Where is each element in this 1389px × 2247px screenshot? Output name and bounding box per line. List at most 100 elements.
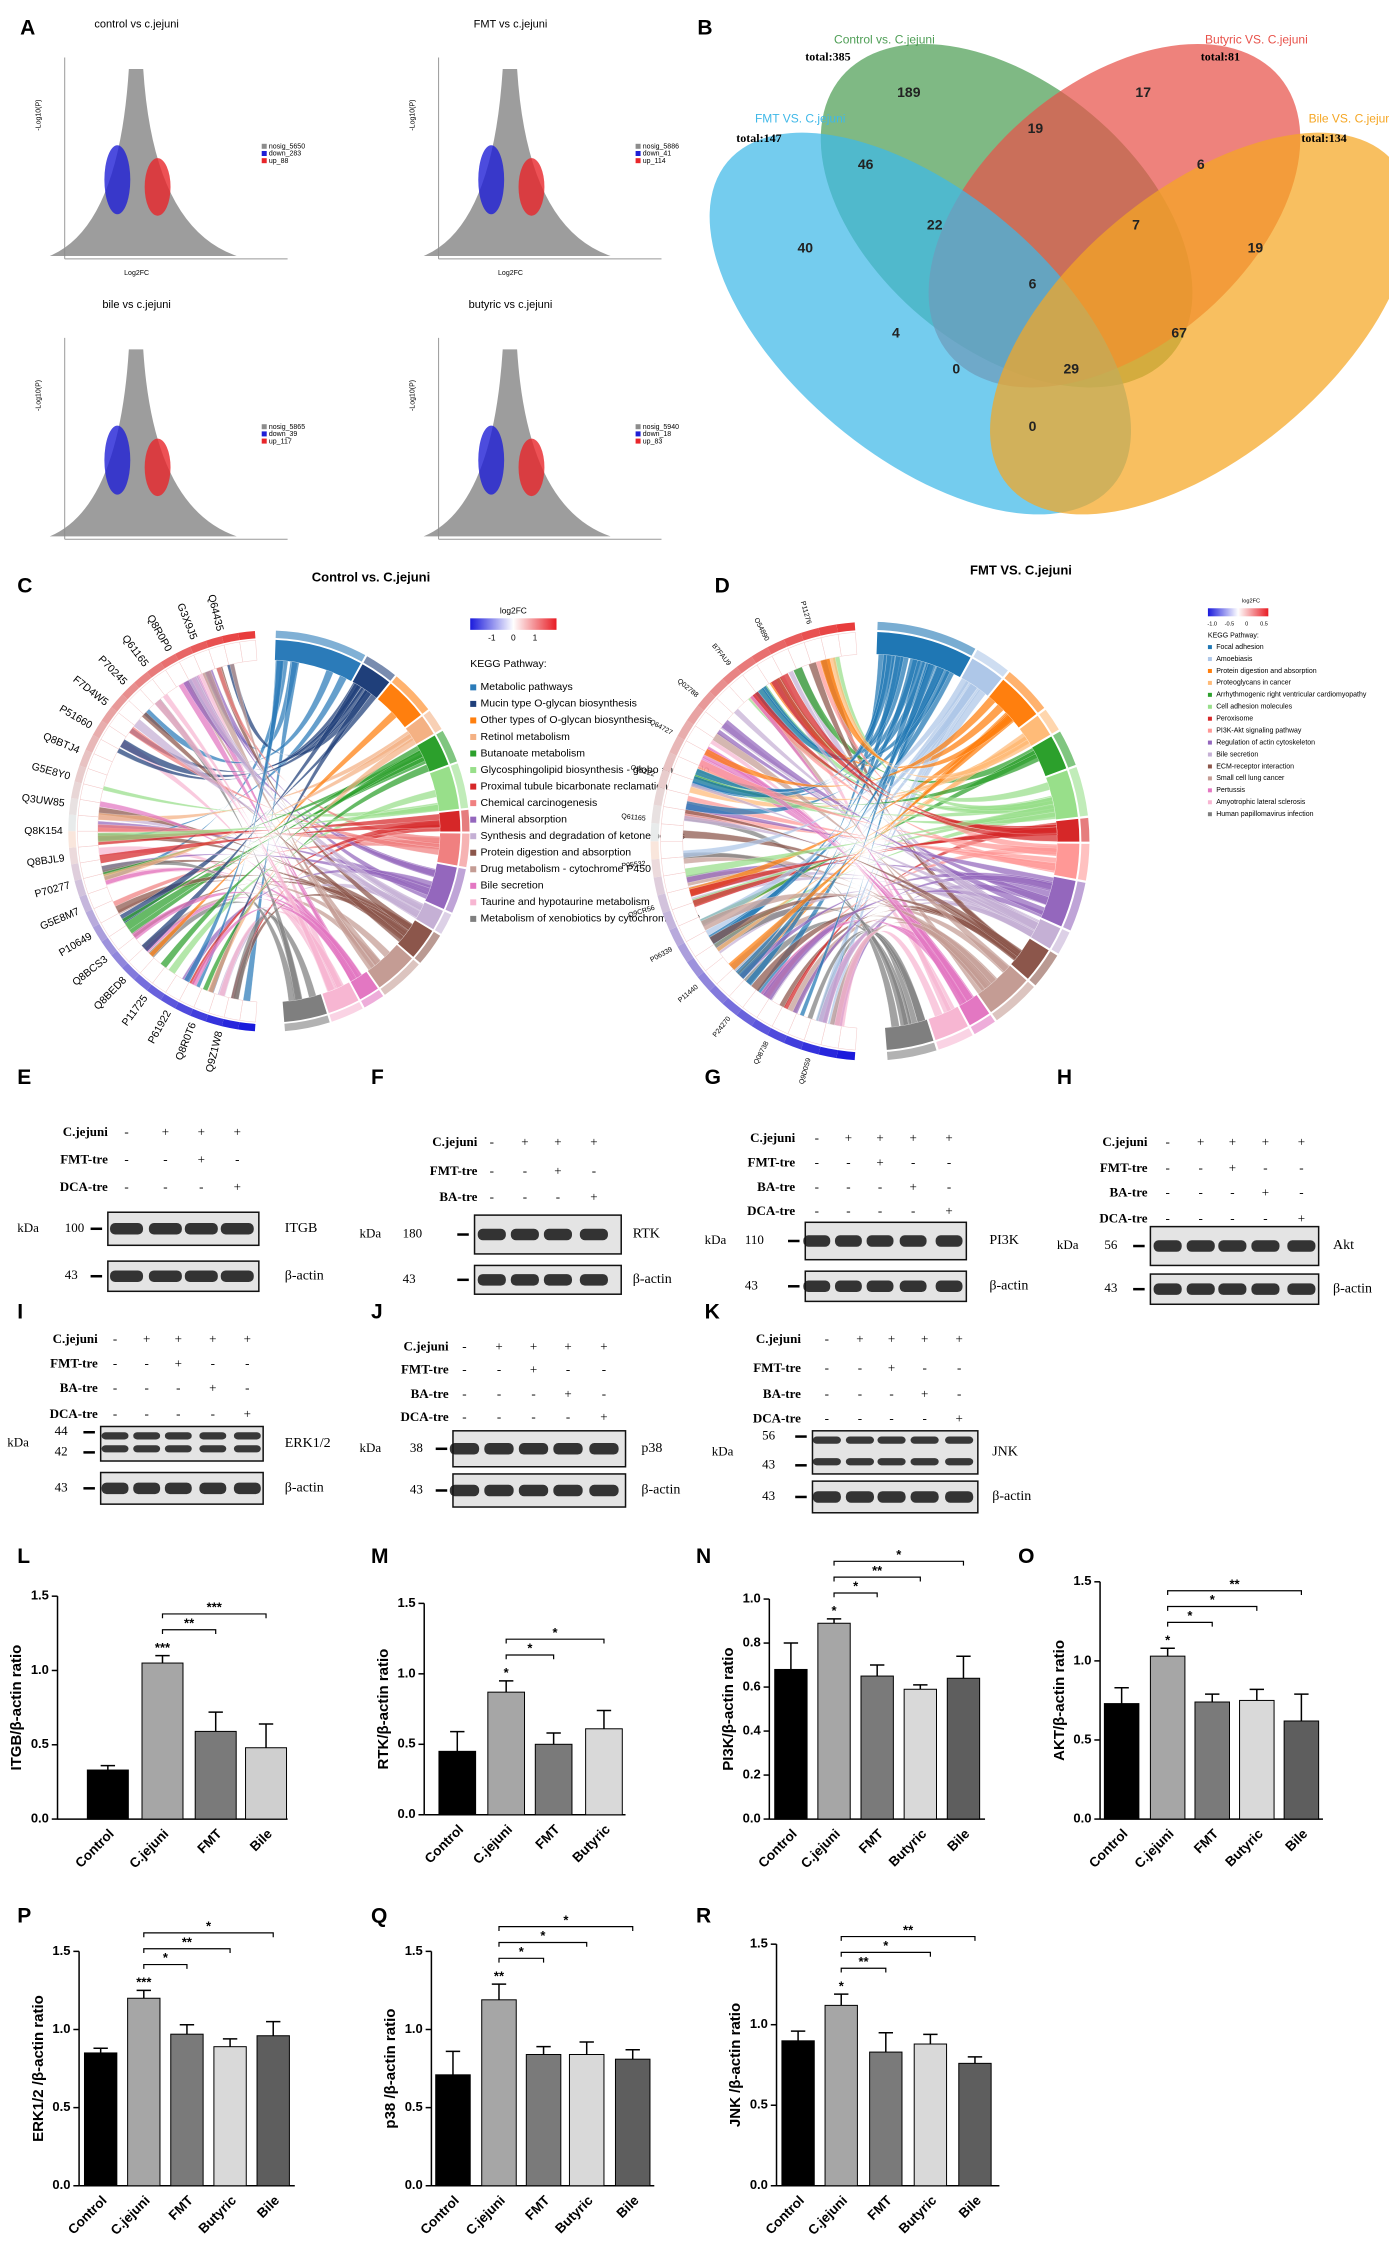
legend-label: Bile secretion <box>1216 751 1258 758</box>
legend-label: Protein digestion and absorption <box>1216 668 1317 675</box>
error-bar <box>136 1989 151 1999</box>
legend-label: ECM-receptor interaction <box>1216 763 1294 770</box>
error-bar <box>546 1732 561 1745</box>
y-tick-label: 1.5 <box>398 1595 416 1610</box>
protein-arc <box>662 910 677 931</box>
blot-band <box>101 1432 129 1440</box>
error-bar <box>1249 1688 1264 1701</box>
blot-sign: - <box>462 1409 466 1424</box>
comparison-label: ** <box>182 1934 193 1949</box>
blot-sign: - <box>1165 1160 1169 1175</box>
blot-frame <box>99 1425 264 1462</box>
protein-arc <box>657 769 671 789</box>
error-bar <box>1160 1647 1175 1657</box>
x-tick-label: FMT <box>856 1826 887 1857</box>
protein-label: Q8R0P0 <box>144 613 174 654</box>
protein-arc <box>651 858 662 878</box>
pathway-arc-outer <box>970 1015 995 1035</box>
chord-ribbon <box>697 759 1058 857</box>
blot-band <box>1186 1283 1215 1295</box>
y-axis-label: JNK /β-actin ratio <box>727 2003 744 2127</box>
protein-arc <box>92 923 108 942</box>
blot-band <box>233 1482 261 1495</box>
protein-label: P70277 <box>33 879 71 900</box>
legend-swatch <box>470 800 477 807</box>
venn-count: 6 <box>1197 156 1205 172</box>
pathway-arc-outer <box>450 763 469 809</box>
protein-label: P05532 <box>621 861 646 870</box>
blot-sign: - <box>1230 1210 1234 1225</box>
pathway-arc-outer <box>886 1042 937 1060</box>
legend-swatch <box>1207 716 1212 721</box>
error-bar <box>834 1993 849 2006</box>
y-axis-label: -Log10(P) <box>410 99 417 130</box>
pathway-arc <box>377 683 421 728</box>
chord-ribbon <box>770 677 1058 842</box>
y-axis-label: p38 /β-actin ratio <box>382 2009 399 2129</box>
blot-sign: - <box>1165 1185 1169 1200</box>
blot-sign: - <box>145 1380 149 1395</box>
blot-sign: - <box>531 1409 535 1424</box>
legend-label: up_114 <box>643 158 666 165</box>
legend-label: Metabolic pathways <box>481 681 573 693</box>
pathway-arc-outer <box>1077 843 1090 881</box>
colorbar-label: -1.0 <box>1207 622 1217 628</box>
legend-swatch <box>1207 800 1212 805</box>
protein-label: P11725 <box>120 993 151 1029</box>
kda-label: kDa <box>712 1443 734 1458</box>
chord-ribbon <box>242 661 300 1002</box>
chord-ribbon <box>168 789 437 975</box>
pathway-arc-outer <box>436 730 457 764</box>
protein-label: Q08738 <box>753 1040 771 1065</box>
protein-arc <box>836 1050 856 1061</box>
blot-row-label: BA-tre <box>411 1386 449 1401</box>
blot-row-label: FMT-tre <box>430 1163 478 1178</box>
blot-protein: JNK <box>992 1445 1018 1460</box>
pathway-arc-outer <box>1029 951 1058 986</box>
y-tick-label: 0.8 <box>743 1634 761 1649</box>
kda-value: 43 <box>745 1277 758 1292</box>
pathway-arc <box>417 735 449 772</box>
comparison-bracket <box>1167 1605 1258 1611</box>
legend-label: Proteoglycans in cancer <box>1216 680 1291 687</box>
protein-label: B7FAU9 <box>710 643 732 668</box>
y-tick-label: 0.5 <box>1073 1731 1091 1746</box>
y-tick-label: 1.5 <box>31 1588 49 1603</box>
x-tick-label: C.jejuni <box>470 1822 515 1867</box>
x-tick-label: C.jejuni <box>805 2193 850 2238</box>
blot-sign: + <box>244 1331 251 1346</box>
venn-count: 0 <box>952 360 960 376</box>
kda-label: kDa <box>705 1232 727 1247</box>
panel-label: B <box>697 16 712 39</box>
protein-label: P06339 <box>649 946 674 964</box>
blot-band <box>510 1228 539 1241</box>
protein-label: P11276 <box>799 601 812 626</box>
chord-ribbon <box>99 819 441 864</box>
protein-arc <box>134 671 152 689</box>
blot-sign: - <box>462 1386 466 1401</box>
blot-sign: - <box>176 1380 180 1395</box>
blot-sign: - <box>825 1410 829 1425</box>
y-tick-label: 1.0 <box>52 2021 70 2036</box>
panel-label: F <box>371 1066 384 1089</box>
error-bar <box>450 1730 465 1752</box>
blot-sign: + <box>209 1331 216 1346</box>
legend-label: Glycosphingolipid biosynthesis - globo a… <box>481 764 710 776</box>
pathway-arc-outer <box>380 959 419 995</box>
protein-arc-inner <box>837 632 858 657</box>
legend-swatch <box>635 150 641 156</box>
chord-ribbon <box>716 729 1046 916</box>
comparison-label: * <box>519 1944 525 1959</box>
blot-protein: β-actin <box>989 1279 1028 1294</box>
blot-row-label: FMT-tre <box>401 1361 449 1376</box>
x-tick-label: C.jejuni <box>1132 1826 1177 1871</box>
x-tick-label: Bile <box>254 2192 282 2220</box>
bar <box>245 1747 288 1820</box>
legend-swatch <box>470 849 477 856</box>
protein-arc <box>68 797 79 816</box>
blot-row-label: C.jejuni <box>404 1338 450 1353</box>
kda-label: kDa <box>1057 1237 1079 1252</box>
protein-label: P70245 <box>96 653 130 687</box>
blot-band <box>101 1482 129 1495</box>
